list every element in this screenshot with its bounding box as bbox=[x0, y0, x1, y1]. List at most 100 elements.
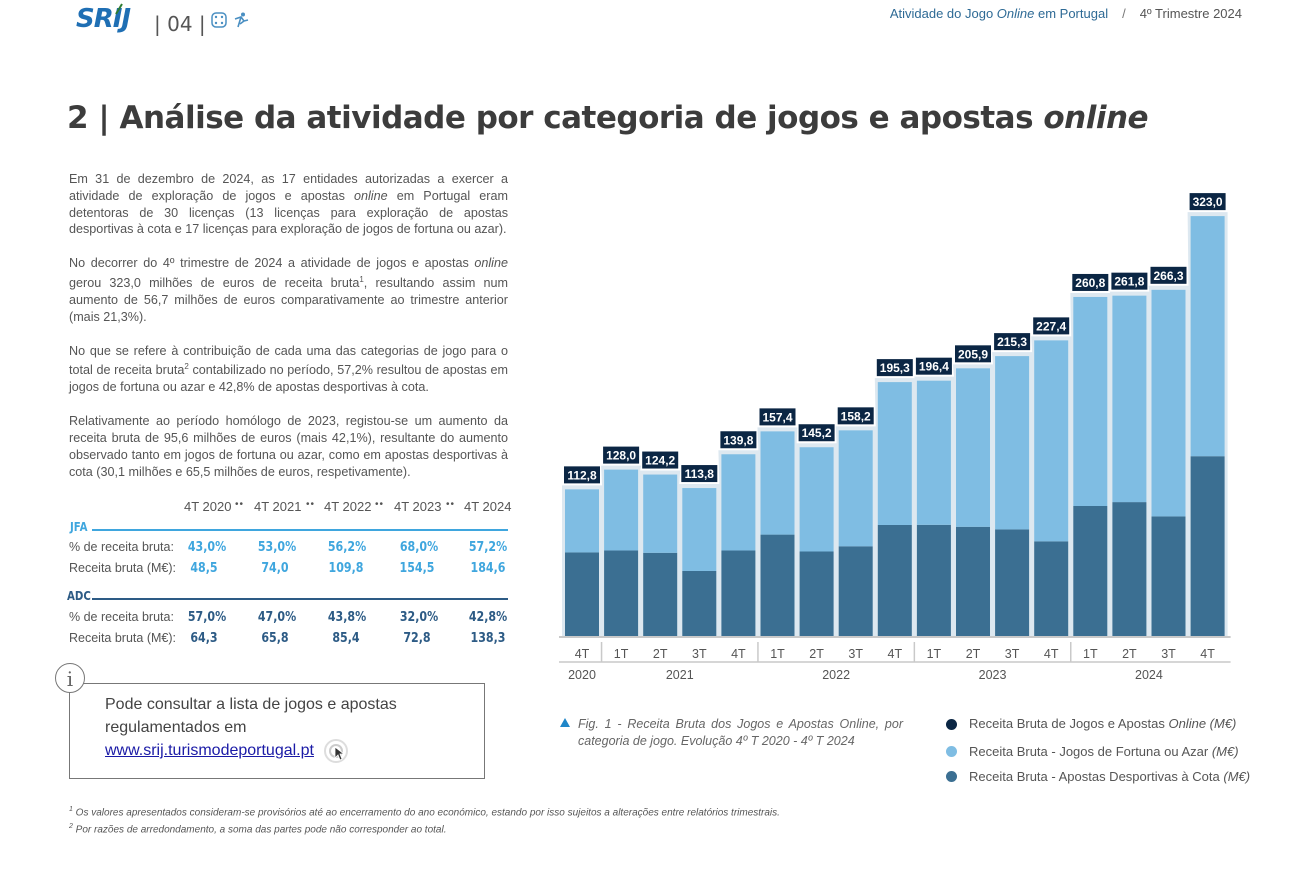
footnote-2-text: Por razões de arredondamento, a soma das… bbox=[72, 824, 447, 836]
legend-total-text: Receita Bruta de Jogos e Apostas bbox=[969, 716, 1169, 731]
jfa-rev-label: Receita bruta (M€): bbox=[69, 561, 176, 575]
table-cell: 184,6 bbox=[470, 561, 506, 576]
total-label: 145,2 bbox=[802, 426, 832, 440]
adc-label: ADC bbox=[67, 589, 91, 603]
cursor-click-indicator bbox=[324, 739, 348, 763]
bar-adc bbox=[682, 571, 717, 636]
bar-adc bbox=[995, 529, 1030, 636]
total-label: 128,0 bbox=[606, 449, 636, 463]
bar-adc bbox=[838, 546, 873, 636]
total-label-bg bbox=[1033, 317, 1070, 335]
total-label-bg bbox=[681, 465, 718, 483]
total-label: 158,2 bbox=[841, 409, 871, 423]
year-label: 2020 bbox=[568, 668, 596, 682]
total-label: 261,8 bbox=[1114, 275, 1144, 289]
p1-text-tail: em Portugal eram detentoras de 30 licenç… bbox=[69, 188, 508, 237]
bar-jfa bbox=[682, 488, 717, 571]
total-label-bg bbox=[955, 345, 991, 363]
legend-jfa-text: Receita Bruta - Jogos de Fortuna ou Azar bbox=[969, 744, 1212, 759]
bar-adc bbox=[1034, 541, 1069, 636]
bar-jfa bbox=[1151, 289, 1186, 517]
table-cell: 42,8% bbox=[468, 610, 508, 625]
header-icons bbox=[211, 12, 249, 33]
quarter-label: 4º Trimestre 2024 bbox=[1139, 6, 1242, 21]
year-label: 2023 bbox=[979, 668, 1007, 682]
bar-jfa bbox=[956, 368, 990, 527]
col-separator: •• bbox=[446, 499, 456, 510]
x-tick-label: 4T bbox=[575, 647, 590, 661]
bar-jfa bbox=[1112, 295, 1147, 503]
bar-jfa bbox=[799, 447, 834, 552]
bar-jfa bbox=[1034, 340, 1069, 542]
info-line-2: regulamentados em bbox=[105, 719, 247, 736]
legend-adc: Receita Bruta - Apostas Desportivas à Co… bbox=[969, 769, 1250, 784]
bar-adc bbox=[1190, 456, 1225, 636]
legend-adc-text: Receita Bruta - Apostas Desportivas à Co… bbox=[969, 769, 1224, 784]
col-header: 4T 2023 bbox=[394, 499, 442, 514]
srij-logo: SRIJ bbox=[76, 4, 131, 34]
total-label: 195,3 bbox=[880, 361, 910, 375]
total-label: 205,9 bbox=[958, 347, 988, 361]
total-label-bg bbox=[837, 407, 874, 425]
total-label-bg bbox=[1072, 273, 1109, 291]
col-separator: •• bbox=[235, 499, 245, 510]
footnote-2-number: 2 bbox=[69, 823, 73, 831]
table-cell: 53,0% bbox=[257, 540, 297, 555]
table-cell: 68,0% bbox=[399, 540, 439, 555]
x-tick-label: 1T bbox=[770, 647, 785, 661]
footnote-1: 1 Os valores apresentados consideram-se … bbox=[69, 803, 780, 820]
col-separator: •• bbox=[306, 499, 316, 510]
table-cell: 57,0% bbox=[187, 610, 227, 625]
table-cell: 32,0% bbox=[399, 610, 439, 625]
footnote-1-number: 1 bbox=[69, 806, 73, 813]
legend-total-italic: Online (M€) bbox=[1168, 716, 1237, 731]
total-label: 260,8 bbox=[1075, 276, 1105, 290]
table-cell: 109,8 bbox=[328, 561, 364, 576]
dice-icon bbox=[211, 12, 227, 28]
jfa-label: JFA bbox=[70, 520, 88, 534]
bar-jfa bbox=[604, 469, 639, 551]
x-tick-label: 2T bbox=[966, 647, 981, 661]
info-line-1: Pode consultar a lista de jogos e aposta… bbox=[105, 696, 397, 713]
total-label-bg bbox=[994, 333, 1031, 351]
bar-jfa bbox=[1073, 296, 1108, 506]
bar-adc bbox=[643, 552, 678, 636]
col-header: 4T 2020 bbox=[184, 499, 232, 514]
x-tick-label: 4T bbox=[1200, 647, 1215, 661]
p3-text: No que se refere à contribuição de cada … bbox=[69, 343, 508, 378]
table-cell: 72,8 bbox=[403, 631, 431, 646]
year-label: 2024 bbox=[1135, 668, 1163, 682]
doc-title-italic: Online bbox=[996, 6, 1035, 21]
bar-adc bbox=[1073, 506, 1108, 636]
table-cell: 56,2% bbox=[327, 540, 367, 555]
col-header: 4T 2021 bbox=[254, 499, 302, 514]
document-title: Atividade do Jogo Online em Portugal / 4º … bbox=[890, 6, 1242, 21]
bar-jfa bbox=[643, 474, 678, 553]
bar-adc bbox=[799, 551, 834, 636]
paragraph-1: Em 31 de dezembro de 2024, as 17 entidad… bbox=[69, 171, 508, 238]
table-cell: 43,0% bbox=[187, 540, 227, 555]
total-label: 113,8 bbox=[685, 467, 715, 481]
p1-text: Em 31 de dezembro de 2024, as 17 entidad… bbox=[69, 172, 508, 203]
x-tick-label: 2T bbox=[1122, 647, 1137, 661]
total-label: 196,4 bbox=[919, 360, 949, 374]
bar-adc bbox=[916, 524, 951, 636]
total-label-bg bbox=[564, 466, 600, 484]
x-tick-label: 4T bbox=[1044, 647, 1059, 661]
jfa-pct-label: % de receita bruta: bbox=[69, 540, 174, 554]
x-tick-label: 4T bbox=[888, 647, 903, 661]
x-tick-label: 3T bbox=[848, 647, 863, 661]
legend-jfa: Receita Bruta - Jogos de Fortuna ou Azar… bbox=[969, 744, 1239, 759]
adc-pct-label: % de receita bruta: bbox=[69, 610, 174, 624]
total-label-bg bbox=[1150, 266, 1187, 284]
srij-website-link[interactable]: www.srij.turismodeportugal.pt bbox=[105, 742, 314, 759]
page-number: | 04 | bbox=[154, 12, 206, 36]
x-tick-label: 4T bbox=[731, 647, 746, 661]
total-label-bg bbox=[798, 424, 835, 442]
doc-title-text: Atividade do Jogo bbox=[889, 6, 997, 21]
section-title: 2 | Análise da atividade por categoria d… bbox=[67, 100, 1149, 136]
total-label-bg bbox=[759, 408, 796, 426]
footnote-ref-1: 1 bbox=[359, 274, 364, 284]
paragraph-2: No decorrer do 4º trimestre de 2024 a at… bbox=[69, 255, 508, 325]
legend-total: Receita Bruta de Jogos e Apostas Online … bbox=[969, 716, 1236, 731]
